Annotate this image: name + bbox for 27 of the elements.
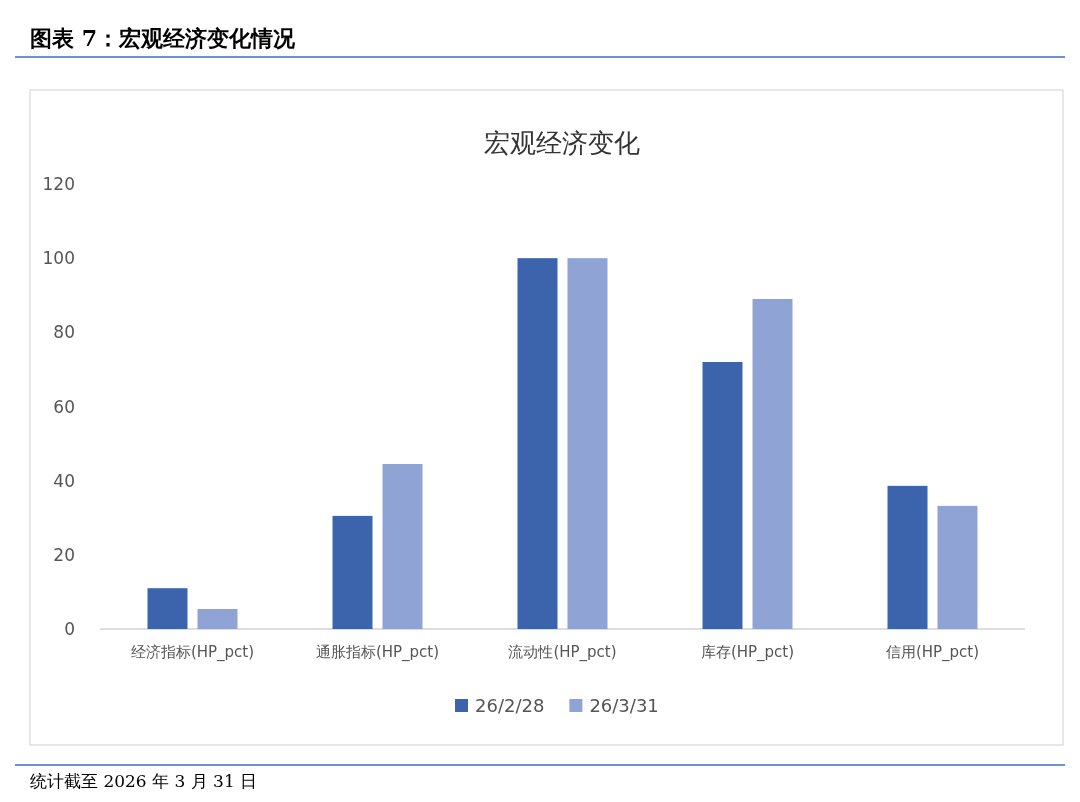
y-tick-label: 40 xyxy=(53,470,75,491)
bar xyxy=(517,258,558,629)
legend-label: 26/3/31 xyxy=(589,695,659,716)
chart-title: 图表 7：宏观经济变化情况 xyxy=(30,25,296,51)
bar xyxy=(702,362,743,629)
text: 统计截至 2026 年 3 月 31 日 xyxy=(30,771,258,791)
y-tick-label: 100 xyxy=(42,248,75,269)
bar xyxy=(937,505,978,629)
bar xyxy=(332,515,373,629)
x-tick-label: 通胀指标(HP_pct) xyxy=(315,643,440,662)
y-tick-label: 80 xyxy=(53,322,75,343)
bar xyxy=(887,485,928,629)
y-tick-label: 60 xyxy=(53,396,75,417)
bar xyxy=(197,608,238,629)
x-tick-label: 经济指标(HP_pct) xyxy=(130,643,255,662)
x-tick-label: 信用(HP_pct) xyxy=(885,643,980,662)
bar xyxy=(567,258,608,629)
x-tick-label: 流动性(HP_pct) xyxy=(508,643,617,662)
bar xyxy=(382,463,423,629)
y-tick-label: 0 xyxy=(64,619,75,639)
chart-subtitle: 宏观经济变化 xyxy=(484,128,640,158)
bar xyxy=(147,588,188,629)
y-tick-label: 120 xyxy=(42,174,75,194)
y-tick-label: 20 xyxy=(53,544,75,565)
bar xyxy=(752,298,793,629)
x-tick-label: 库存(HP_pct) xyxy=(700,643,795,662)
legend-label: 26/2/28 xyxy=(475,695,545,716)
